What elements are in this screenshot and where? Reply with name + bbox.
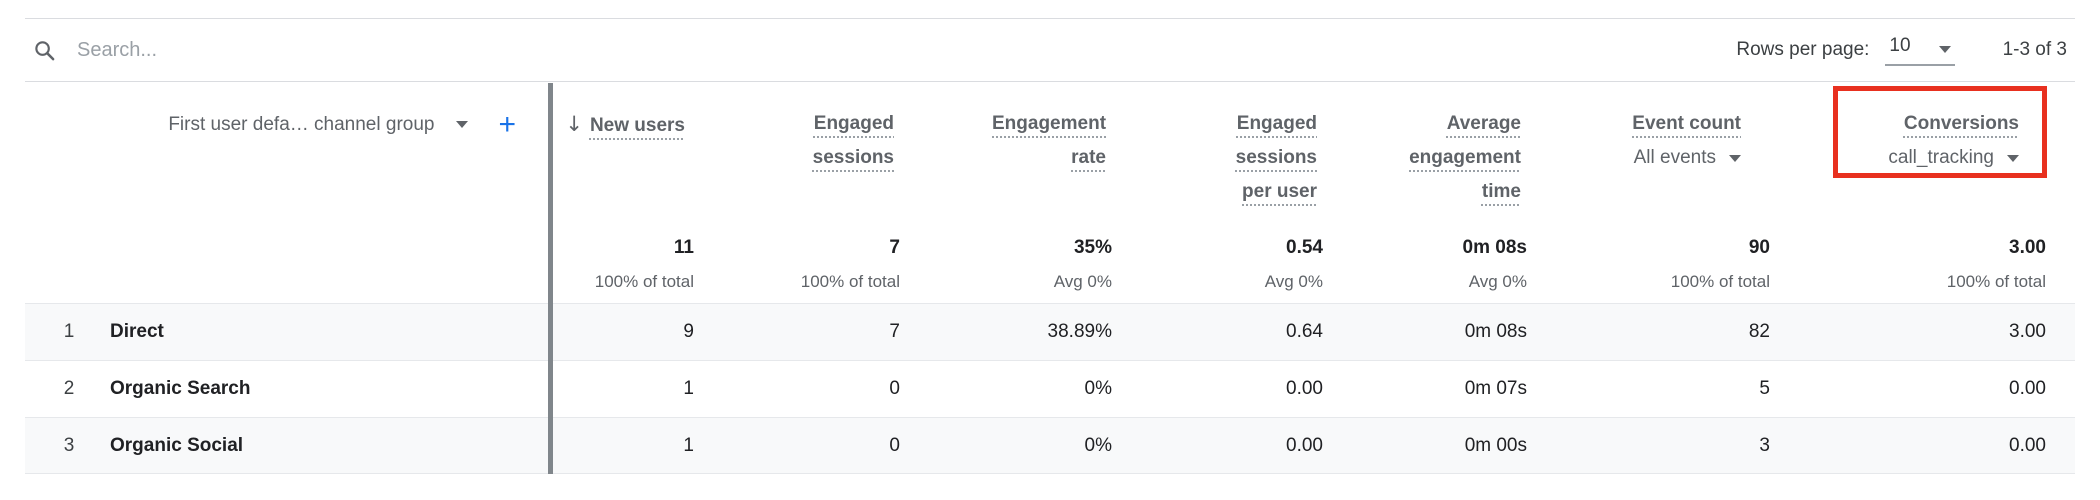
pagination-range: 1-3 of 3 xyxy=(2002,39,2067,60)
total-cell: 35% Avg 0% xyxy=(908,220,1120,303)
column-header-engagement-rate[interactable]: Engagement rate xyxy=(908,82,1120,220)
dimension-cell: 3 Organic Social xyxy=(25,435,548,457)
metric-cell: 0.00 xyxy=(2009,378,2046,399)
total-sub: 100% of total xyxy=(594,272,694,291)
chevron-down-icon xyxy=(1938,45,1951,53)
sort-descending-icon: ↓ xyxy=(565,112,583,136)
metric-cell: 1 xyxy=(683,378,694,399)
metric-cell: 9 xyxy=(683,321,694,342)
total-value: 7 xyxy=(889,237,900,258)
table-row: 1 Direct 9 7 38.89% 0.64 0m 08s 82 3.00 xyxy=(25,303,2075,360)
dimension-cell: 2 Organic Search xyxy=(25,378,548,400)
table-row: 2 Organic Search 1 0 0% 0.00 0m 07s 5 0.… xyxy=(25,360,2075,417)
search-icon xyxy=(33,39,56,62)
rows-per-page-select[interactable]: 10 xyxy=(1885,34,1955,66)
rows-per-page-label: Rows per page: xyxy=(1736,39,1870,60)
dimension-value: Organic Social xyxy=(110,434,244,456)
total-cell: 3.00 100% of total xyxy=(1778,220,2075,303)
total-sub: Avg 0% xyxy=(1053,272,1112,291)
total-value: 35% xyxy=(1073,237,1112,258)
pagination-controls: Rows per page: 10 1-3 of 3 xyxy=(1736,35,2075,66)
column-header-label: New users xyxy=(589,115,685,136)
total-value: 0m 08s xyxy=(1462,237,1527,258)
total-value: 90 xyxy=(1748,237,1770,258)
column-header-label: Average engagement time xyxy=(1409,113,1521,202)
total-value: 3.00 xyxy=(2009,237,2046,258)
metric-cell: 3 xyxy=(1759,434,1770,456)
dimension-column-header[interactable]: First user defa… channel group + xyxy=(25,82,548,142)
metric-cell: 0% xyxy=(1084,434,1112,456)
add-dimension-button[interactable]: + xyxy=(498,107,516,141)
total-cell: 0.54 Avg 0% xyxy=(1120,220,1331,303)
metric-cell: 0 xyxy=(889,434,900,456)
chevron-down-icon xyxy=(1729,154,1741,162)
column-header-label: Event count xyxy=(1632,113,1741,134)
total-cell: 90 100% of total xyxy=(1535,220,1778,303)
metric-cell: 0.00 xyxy=(2009,434,2046,456)
metric-cell: 38.89% xyxy=(1047,321,1112,342)
column-header-average-engagement-time[interactable]: Average engagement time xyxy=(1331,82,1535,220)
chevron-down-icon xyxy=(2007,154,2019,162)
table-row: 3 Organic Social 1 0 0% 0.00 0m 00s 3 0.… xyxy=(25,417,2075,474)
column-header-label: Engaged sessions xyxy=(812,113,894,168)
total-sub: Avg 0% xyxy=(1468,272,1527,291)
metric-cell: 7 xyxy=(889,321,900,342)
total-sub: 100% of total xyxy=(1946,272,2046,291)
total-cell: 11 100% of total xyxy=(548,220,702,303)
table-header-row: First user defa… channel group + ↓ New us… xyxy=(25,82,2075,220)
column-header-event-count[interactable]: Event count All events xyxy=(1535,82,1778,220)
search-input[interactable]: Search... xyxy=(25,39,1736,62)
column-header-new-users[interactable]: ↓ New users xyxy=(548,82,702,220)
conversions-filter-value: call_tracking xyxy=(1888,147,1994,168)
column-header-conversions[interactable]: Conversions call_tracking xyxy=(1778,82,2075,220)
dimension-metrics-divider xyxy=(548,83,553,474)
dimension-cell: 1 Direct xyxy=(25,321,548,343)
totals-dimension-cell xyxy=(25,220,548,303)
total-value: 11 xyxy=(673,237,694,258)
row-index: 3 xyxy=(63,434,75,456)
row-index: 2 xyxy=(63,378,75,399)
search-placeholder: Search... xyxy=(77,38,158,61)
metric-cell: 0m 00s xyxy=(1464,434,1527,456)
total-sub: 100% of total xyxy=(800,272,900,291)
metric-cell: 5 xyxy=(1759,378,1770,399)
column-header-label: Engaged sessions per user xyxy=(1235,113,1317,202)
total-sub: Avg 0% xyxy=(1264,272,1323,291)
metric-cell: 0m 08s xyxy=(1464,321,1527,342)
conversions-filter-dropdown[interactable]: call_tracking xyxy=(1778,141,2019,175)
column-header-label: Conversions xyxy=(1903,113,2019,134)
event-count-filter-value: All events xyxy=(1633,147,1716,168)
table-toolbar: Search... Rows per page: 10 1-3 of 3 xyxy=(25,18,2075,82)
column-header-engaged-sessions-per-user[interactable]: Engaged sessions per user xyxy=(1120,82,1331,220)
total-cell: 0m 08s Avg 0% xyxy=(1331,220,1535,303)
metric-cell: 0 xyxy=(889,378,900,399)
total-sub: 100% of total xyxy=(1670,272,1770,291)
metric-cell: 0.64 xyxy=(1286,321,1323,342)
metric-cell: 0% xyxy=(1084,378,1112,399)
column-header-label: Engagement rate xyxy=(992,113,1107,168)
dimension-value: Organic Search xyxy=(110,378,251,399)
column-header-engaged-sessions[interactable]: Engaged sessions xyxy=(702,82,908,220)
report-table: First user defa… channel group + ↓ New us… xyxy=(25,82,2075,474)
dimension-header-label: First user defa… channel group xyxy=(168,113,435,135)
metric-cell: 0m 07s xyxy=(1464,378,1527,399)
totals-row: 11 100% of total 7 100% of total 35% Avg… xyxy=(25,220,2075,303)
total-cell: 7 100% of total xyxy=(702,220,908,303)
rows-per-page-value: 10 xyxy=(1889,34,1911,56)
metric-cell: 0.00 xyxy=(1286,434,1323,456)
metric-cell: 1 xyxy=(683,434,694,456)
dimension-dropdown-caret-icon[interactable] xyxy=(456,121,469,128)
event-count-filter-dropdown[interactable]: All events xyxy=(1535,141,1741,175)
total-value: 0.54 xyxy=(1286,237,1323,258)
metric-cell: 3.00 xyxy=(2009,321,2046,342)
dimension-value: Direct xyxy=(110,321,164,342)
row-index: 1 xyxy=(63,321,75,342)
metric-cell: 0.00 xyxy=(1286,378,1323,399)
metric-cell: 82 xyxy=(1748,321,1770,342)
